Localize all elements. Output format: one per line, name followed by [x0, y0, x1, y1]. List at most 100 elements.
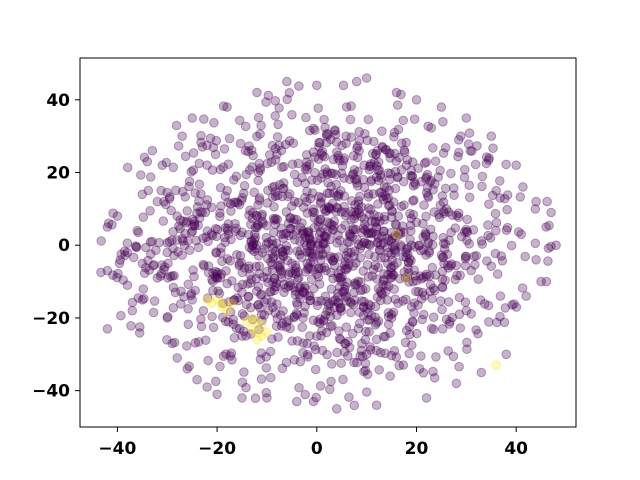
data-point: [327, 168, 338, 179]
data-point: [332, 202, 342, 213]
data-point: [388, 307, 399, 318]
data-point: [392, 100, 403, 110]
data-point: [386, 350, 397, 361]
data-point: [301, 150, 312, 160]
data-point: [365, 301, 376, 311]
data-point: [120, 250, 130, 261]
data-point: [366, 176, 376, 187]
data-point: [406, 255, 416, 266]
data-point: [305, 263, 315, 274]
data-point: [497, 256, 508, 266]
data-point: [183, 236, 193, 246]
data-point: [383, 200, 394, 211]
data-point: [212, 273, 223, 284]
data-point: [374, 211, 384, 222]
data-point: [232, 250, 242, 260]
data-point: [274, 140, 284, 151]
data-point: [173, 141, 184, 151]
data-point: [349, 287, 359, 298]
data-point: [248, 150, 258, 161]
data-point: [423, 121, 434, 131]
data-point: [460, 297, 471, 308]
data-point: [325, 384, 335, 395]
data-point: [292, 396, 302, 407]
data-point: [222, 102, 232, 112]
data-point: [469, 251, 480, 262]
data-point: [319, 315, 329, 325]
data-point: [131, 242, 141, 253]
data-point: [348, 151, 359, 161]
data-point: [312, 300, 323, 311]
data-point: [241, 169, 251, 180]
data-point: [331, 404, 342, 414]
data-point: [216, 248, 226, 258]
data-point: [365, 345, 376, 355]
data-point: [267, 265, 278, 275]
data-point: [289, 214, 299, 224]
data-point: [232, 198, 243, 208]
data-point: [331, 169, 341, 180]
data-point: [438, 148, 449, 158]
data-point: [290, 289, 301, 300]
data-point: [219, 144, 230, 154]
data-point: [270, 213, 281, 224]
data-point: [168, 303, 179, 313]
data-point: [197, 142, 208, 152]
data-point: [310, 364, 321, 375]
data-point: [445, 316, 455, 327]
data-point: [328, 154, 339, 165]
data-point: [318, 239, 329, 250]
data-point: [283, 315, 294, 325]
data-point: [227, 355, 237, 365]
data-point: [477, 239, 488, 249]
data-point: [385, 148, 395, 159]
data-point: [366, 310, 377, 321]
data-point: [401, 294, 411, 305]
data-point: [388, 270, 399, 280]
data-point: [267, 239, 278, 249]
data-point: [363, 228, 373, 239]
data-point: [218, 312, 228, 323]
data-point: [246, 236, 257, 246]
data-point: [403, 257, 414, 268]
data-point: [359, 296, 369, 307]
data-point: [270, 96, 281, 106]
data-point: [426, 175, 437, 186]
data-point: [396, 242, 406, 252]
data-point: [365, 161, 376, 171]
data-point: [376, 252, 386, 263]
data-point: [490, 248, 501, 259]
data-point: [303, 226, 314, 236]
data-point: [302, 227, 313, 238]
data-point: [305, 331, 315, 341]
data-point: [341, 251, 352, 261]
data-point: [182, 341, 192, 351]
data-point: [275, 265, 285, 275]
data-point: [237, 393, 247, 403]
data-point: [162, 313, 172, 323]
data-point: [169, 250, 179, 261]
data-point: [348, 261, 359, 271]
data-point: [215, 211, 225, 222]
data-point: [254, 195, 265, 205]
data-point: [313, 263, 324, 274]
data-point: [304, 234, 315, 244]
y-tick-label: 40: [46, 91, 70, 111]
data-point: [252, 131, 262, 142]
data-point: [349, 207, 360, 217]
data-point: [262, 295, 272, 305]
data-point: [309, 207, 320, 218]
data-point: [325, 306, 335, 316]
data-point: [502, 190, 513, 200]
data-point: [298, 228, 309, 238]
data-point: [377, 126, 387, 136]
data-point: [333, 252, 344, 262]
data-point: [162, 247, 172, 258]
data-point: [439, 208, 449, 219]
data-point: [234, 324, 245, 334]
data-point: [423, 191, 433, 201]
data-point: [267, 182, 278, 193]
data-point: [496, 251, 507, 261]
data-point: [326, 134, 336, 145]
